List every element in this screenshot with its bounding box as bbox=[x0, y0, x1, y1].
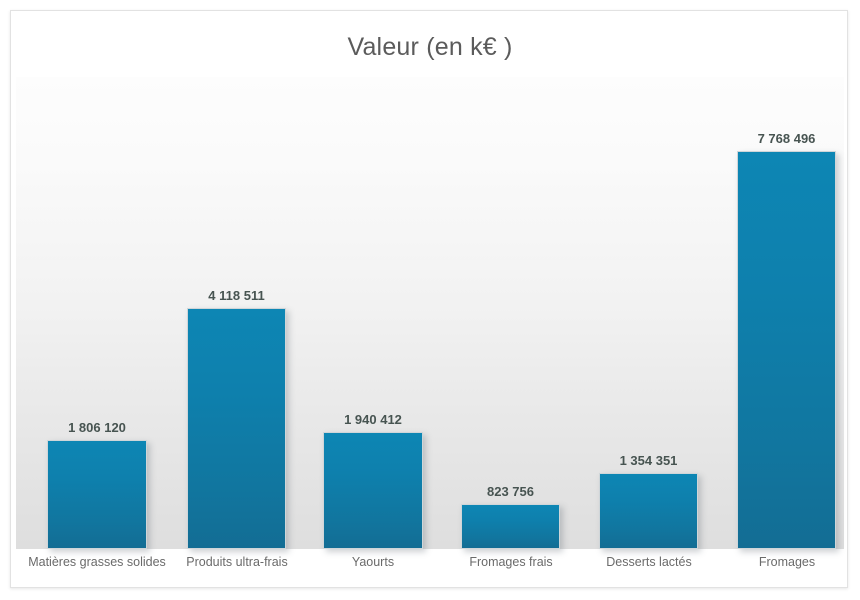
bar-group: 7 768 496 bbox=[737, 77, 836, 549]
category-label-yaourts: Yaourts bbox=[351, 555, 395, 569]
bar-fromages-frais[interactable]: 823 756 bbox=[461, 484, 560, 549]
bar-value-label: 1 940 412 bbox=[344, 412, 402, 427]
bar-value-label: 1 354 351 bbox=[619, 453, 678, 468]
bar-produits-ultra-frais[interactable]: 4 118 511 bbox=[187, 288, 286, 549]
bar-matieres-grasses-solides[interactable]: 1 806 120 bbox=[47, 420, 147, 549]
category-axis: Matières grasses solides Produits ultra-… bbox=[16, 549, 844, 583]
category-label-fromages: Fromages bbox=[758, 555, 816, 569]
category-label-fromages-frais: Fromages frais bbox=[469, 555, 553, 569]
bar-group: 4 118 511 bbox=[187, 77, 286, 549]
bar-fromages[interactable]: 7 768 496 bbox=[737, 131, 836, 549]
bars-layer: 1 806 120 4 118 511 1 940 412 823 756 bbox=[16, 77, 844, 549]
bar-yaourts[interactable]: 1 940 412 bbox=[323, 412, 423, 549]
bar-group: 1 806 120 bbox=[47, 77, 147, 549]
bar-group: 1 354 351 bbox=[599, 77, 698, 549]
bar-value-label: 1 806 120 bbox=[68, 420, 126, 435]
chart-frame[interactable]: Valeur (en k€ ) 1 806 120 4 118 511 1 94… bbox=[10, 10, 848, 588]
bar-value-label: 823 756 bbox=[487, 484, 534, 499]
bar-group: 823 756 bbox=[461, 77, 560, 549]
bar-value-label: 7 768 496 bbox=[757, 131, 816, 146]
chart-title: Valeur (en k€ ) bbox=[347, 33, 513, 61]
bar-value-label: 4 118 511 bbox=[208, 288, 265, 303]
plot-area: 1 806 120 4 118 511 1 940 412 823 756 bbox=[16, 77, 844, 549]
category-label-desserts-lactes: Desserts lactés bbox=[606, 555, 692, 569]
category-label-produits-ultra-frais: Produits ultra-frais bbox=[186, 555, 288, 569]
bar-desserts-lactes[interactable]: 1 354 351 bbox=[599, 453, 698, 549]
category-label-matieres-grasses-solides: Matières grasses solides bbox=[28, 555, 166, 569]
bar-group: 1 940 412 bbox=[323, 77, 423, 549]
